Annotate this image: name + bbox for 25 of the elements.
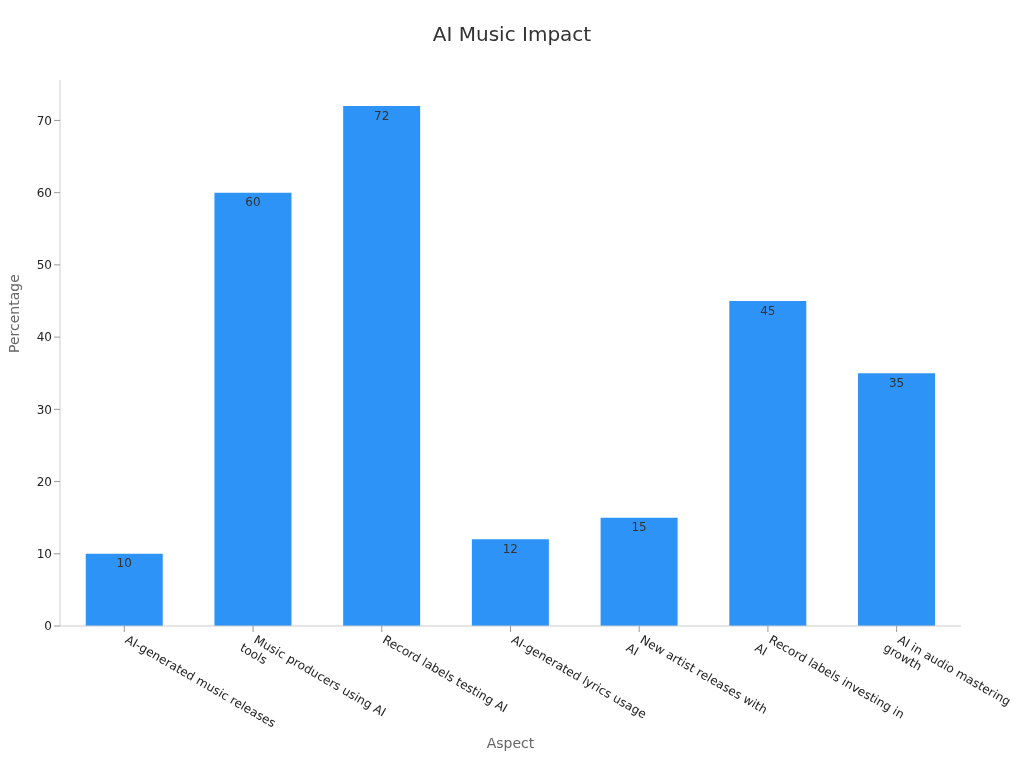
chart-title: AI Music Impact [431,22,593,46]
y-tick-label: 60 [36,185,52,200]
data-label: 60 [245,195,261,210]
y-axis-title: Percentage [5,274,22,353]
data-label: 10 [116,556,132,571]
data-label: 15 [631,520,647,535]
bar [858,373,936,626]
bar [729,301,807,626]
bar [85,553,163,626]
bar [471,539,549,626]
y-tick-label: 40 [36,330,52,345]
data-label: 35 [888,375,905,390]
y-tick-label: 10 [36,547,52,562]
y-tick-label: 50 [36,258,52,273]
bar [214,192,292,626]
x-axis-title: Aspect [486,735,535,751]
data-label: 45 [760,303,776,318]
y-tick-label: 30 [36,402,52,417]
data-label: 12 [502,541,519,556]
y-tick-label: 20 [36,474,52,489]
y-tick-label: 70 [36,113,52,128]
bar [600,517,678,626]
y-tick-label: 0 [44,619,52,634]
bar [343,106,421,626]
data-label: 72 [374,108,390,123]
